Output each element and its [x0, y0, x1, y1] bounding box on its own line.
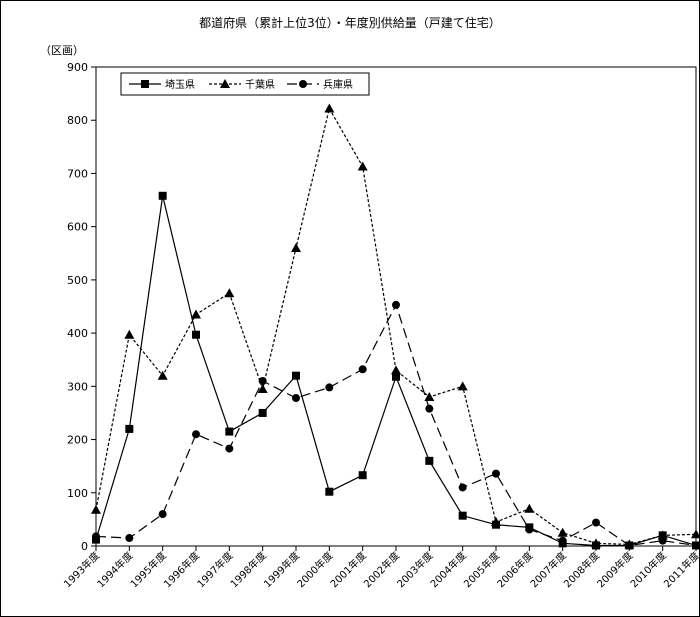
data-point-2: [524, 503, 535, 513]
y-tick-label: 100: [67, 487, 88, 500]
data-point-2: [91, 504, 101, 514]
data-point-3: [258, 377, 267, 386]
legend-label-2: 千葉県: [245, 78, 275, 91]
data-point-3: [92, 532, 100, 541]
x-tick-label: 2011年度: [661, 549, 700, 590]
data-point-3: [325, 383, 334, 392]
y-tick-label: 800: [67, 114, 88, 127]
data-point-1: [192, 330, 200, 339]
y-tick-label: 500: [67, 274, 88, 287]
data-point-1: [425, 456, 434, 465]
chart-title: 都道府県（累計上位3位）・年度別供給量（戸建て住宅）: [199, 16, 501, 30]
y-tick-label: 900: [67, 61, 88, 74]
data-point-2: [457, 381, 468, 391]
data-point-3: [492, 469, 500, 478]
data-point-2: [591, 538, 601, 548]
data-point-2: [124, 329, 135, 339]
data-point-3: [558, 536, 567, 545]
data-point-3: [392, 300, 400, 309]
series-line-3: [95, 303, 697, 547]
data-point-3: [125, 534, 134, 543]
data-point-1: [358, 471, 367, 480]
data-point-2: [157, 370, 168, 380]
series-line-2: [95, 106, 697, 546]
data-point-2: [557, 527, 568, 537]
legend-label-3: 兵庫県: [323, 78, 353, 91]
data-point-3: [225, 444, 234, 453]
data-point-1: [225, 427, 234, 436]
y-tick-label: 600: [67, 221, 88, 234]
data-point-2: [291, 242, 301, 252]
legend: [120, 72, 370, 96]
data-point-3: [692, 541, 700, 550]
data-point-1: [392, 372, 400, 381]
legend-marker-1: [141, 80, 149, 88]
data-point-1: [292, 371, 300, 380]
y-tick-label: 700: [67, 167, 88, 180]
data-point-1: [458, 511, 467, 520]
data-point-3: [458, 483, 467, 492]
legend-marker-3: [299, 80, 307, 88]
y-axis-unit-label: （区画）: [40, 44, 84, 57]
y-tick-label: 400: [67, 327, 88, 340]
data-point-3: [525, 525, 534, 534]
data-point-1: [258, 408, 267, 417]
data-point-1: [125, 424, 134, 433]
data-point-2: [324, 103, 335, 113]
data-point-3: [592, 518, 600, 527]
y-tick-label: 0: [81, 540, 88, 553]
data-point-3: [425, 404, 434, 413]
data-point-3: [358, 365, 367, 374]
data-point-2: [224, 288, 235, 298]
data-point-2: [491, 517, 501, 527]
data-point-2: [191, 309, 201, 319]
data-point-2: [257, 383, 268, 393]
legend-marker-2: [220, 79, 230, 88]
y-tick-label: 300: [67, 380, 88, 393]
data-point-3: [292, 394, 300, 403]
y-tick-label: 200: [67, 434, 88, 447]
data-point-1: [325, 487, 334, 496]
data-point-2: [391, 365, 401, 375]
data-point-3: [625, 541, 634, 550]
data-point-3: [158, 510, 167, 519]
legend-label-1: 埼玉県: [165, 78, 195, 91]
data-point-2: [657, 530, 668, 540]
data-point-2: [691, 529, 700, 539]
data-point-3: [192, 430, 200, 439]
data-point-2: [357, 161, 368, 171]
data-point-2: [424, 391, 435, 401]
data-point-1: [158, 191, 167, 200]
data-point-3: [658, 536, 667, 545]
